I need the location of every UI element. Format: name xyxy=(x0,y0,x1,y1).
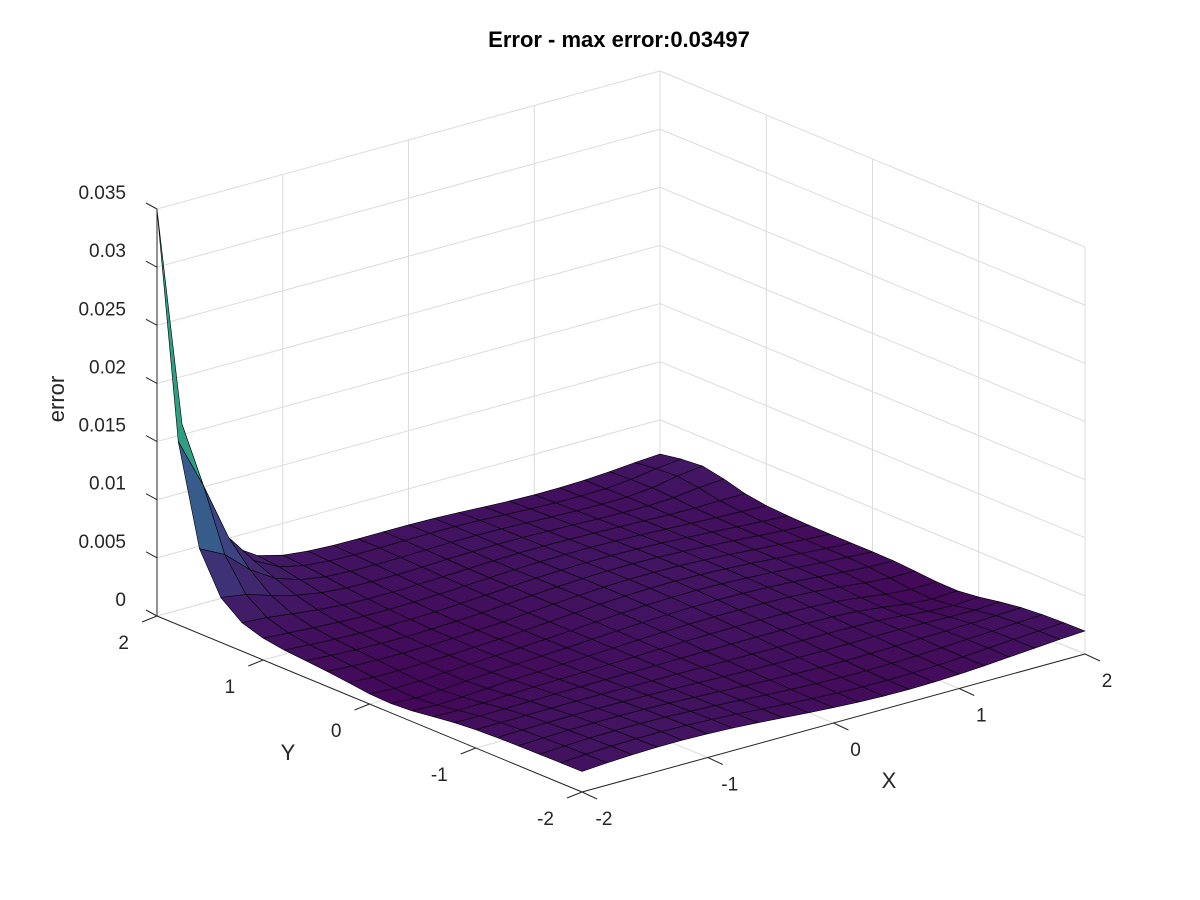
y-tick-label: 1 xyxy=(225,677,236,698)
x-tick-label: -2 xyxy=(596,809,613,830)
z-tick-label: 0.02 xyxy=(89,357,126,378)
y-tick-label: 2 xyxy=(118,633,129,654)
y-tick xyxy=(248,659,264,667)
y-tick xyxy=(460,747,476,755)
z-tick xyxy=(145,609,158,617)
grid-line xyxy=(659,128,1086,306)
z-tick-label: 0.01 xyxy=(89,474,126,495)
tick-labels: -2 -1 0 1 2 -2 -1 0 1 2 0 0.005 0.01 0.015 0.02 0.025 0.… xyxy=(78,183,1112,830)
z-tick-label: 0.03 xyxy=(89,241,126,262)
x-tick-label: -1 xyxy=(721,775,738,796)
grid-line xyxy=(156,128,661,268)
x-tick xyxy=(959,688,975,696)
z-tick xyxy=(145,551,158,559)
axes xyxy=(141,202,1101,800)
surface-patch xyxy=(156,209,204,486)
grid-line xyxy=(156,186,661,326)
grid-line xyxy=(156,70,661,210)
grid-line xyxy=(659,70,1086,248)
grid-line xyxy=(659,186,1086,364)
grid-line xyxy=(156,303,661,443)
x-tick xyxy=(707,757,723,765)
surface-patch xyxy=(560,753,608,772)
x-tick-label: 0 xyxy=(850,740,861,761)
z-tick xyxy=(145,318,158,326)
x-tick xyxy=(581,791,598,800)
z-tick-label: 0.005 xyxy=(78,532,126,553)
grid-line xyxy=(659,361,1086,539)
grid-line xyxy=(156,244,661,384)
y-tick xyxy=(141,615,158,623)
z-tick-label: 0.035 xyxy=(78,183,126,204)
z-tick-label: 0 xyxy=(115,590,126,611)
grid-line xyxy=(659,419,1086,597)
z-tick xyxy=(145,202,158,210)
x-axis-label: X xyxy=(882,768,897,793)
z-tick xyxy=(145,435,158,443)
x-tick xyxy=(1084,653,1101,662)
grid-line xyxy=(659,303,1086,481)
y-tick xyxy=(566,791,583,799)
grid-line xyxy=(156,361,661,501)
surface-patch xyxy=(178,441,225,555)
y-tick-label: 0 xyxy=(331,721,342,742)
x-tick xyxy=(833,722,849,731)
z-tick xyxy=(145,376,158,384)
y-tick-label: -2 xyxy=(537,809,554,830)
chart-title: Error - max error:0.03497 xyxy=(488,27,750,52)
grid-line xyxy=(659,244,1086,422)
y-tick-label: -1 xyxy=(431,765,448,786)
grid-line xyxy=(156,419,661,559)
x-tick-label: 2 xyxy=(1102,671,1113,692)
z-tick-label: 0.025 xyxy=(78,299,126,320)
z-tick xyxy=(145,260,158,268)
y-axis-label: Y xyxy=(281,740,296,765)
y-tick xyxy=(354,703,370,711)
z-axis-label: error xyxy=(44,376,69,422)
x-tick-label: 1 xyxy=(976,706,987,727)
z-tick xyxy=(145,493,158,501)
error-surface xyxy=(156,209,1086,772)
z-tick-label: 0.015 xyxy=(78,416,126,437)
